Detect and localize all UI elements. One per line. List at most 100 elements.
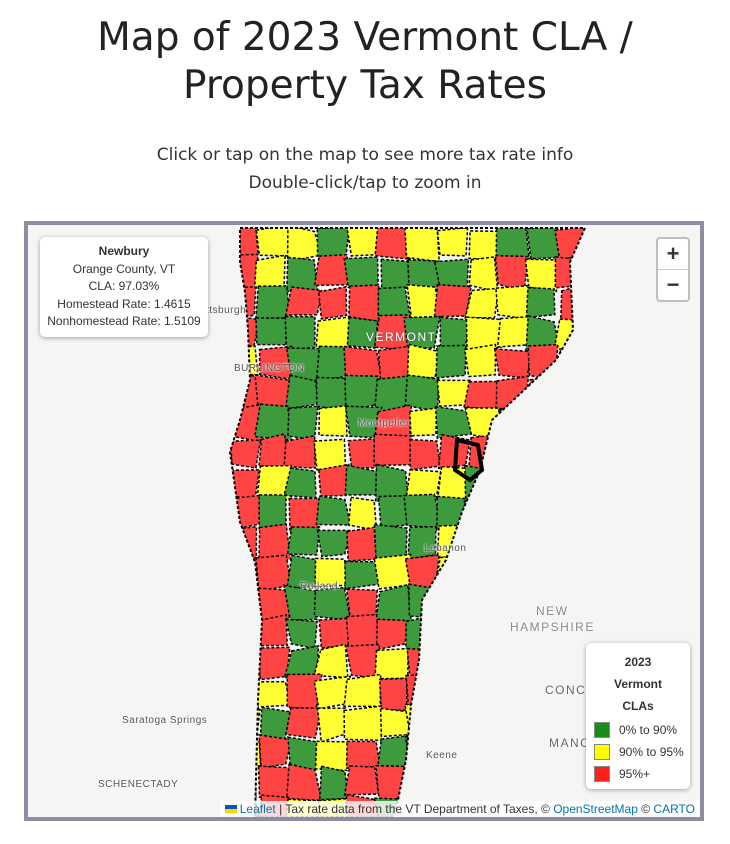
town-polygon[interactable] <box>583 313 616 353</box>
town-polygon[interactable] <box>284 315 316 352</box>
town-polygon[interactable] <box>463 380 501 411</box>
town-polygon[interactable] <box>318 617 353 649</box>
town-polygon[interactable] <box>588 468 619 501</box>
town-polygon[interactable] <box>464 554 500 589</box>
leaflet-link[interactable]: Leaflet <box>239 802 276 816</box>
town-polygon[interactable] <box>225 619 259 653</box>
town-polygon[interactable] <box>524 524 561 563</box>
town-polygon[interactable] <box>527 766 563 797</box>
town-polygon[interactable] <box>554 226 591 261</box>
town-polygon[interactable] <box>253 403 293 441</box>
town-polygon[interactable] <box>374 647 409 680</box>
town-polygon[interactable] <box>403 493 443 529</box>
town-polygon[interactable] <box>377 286 412 321</box>
town-polygon[interactable] <box>467 586 501 622</box>
town-polygon[interactable] <box>253 254 286 290</box>
town-polygon[interactable] <box>258 433 290 472</box>
town-polygon[interactable] <box>586 527 617 562</box>
town-polygon[interactable] <box>287 405 319 441</box>
town-polygon[interactable] <box>464 704 502 741</box>
town-polygon[interactable] <box>556 437 591 473</box>
town-polygon[interactable] <box>588 376 619 407</box>
town-polygon[interactable] <box>525 286 556 319</box>
openstreetmap-link[interactable]: OpenStreetMap <box>553 802 638 816</box>
town-polygon[interactable] <box>559 468 590 499</box>
town-polygon[interactable] <box>496 315 530 348</box>
town-polygon[interactable] <box>284 286 323 316</box>
town-polygon[interactable] <box>560 283 591 323</box>
town-polygon[interactable] <box>255 225 291 257</box>
town-polygon[interactable] <box>404 374 440 413</box>
town-polygon[interactable] <box>524 643 560 681</box>
town-polygon[interactable] <box>375 583 413 623</box>
town-polygon[interactable] <box>494 494 533 533</box>
town-polygon[interactable] <box>227 494 261 531</box>
town-polygon[interactable] <box>434 643 471 683</box>
town-polygon[interactable] <box>465 316 503 352</box>
town-polygon[interactable] <box>403 225 440 263</box>
town-polygon[interactable] <box>523 704 560 737</box>
town-polygon[interactable] <box>258 494 287 533</box>
town-polygon[interactable] <box>464 613 503 651</box>
town-polygon[interactable] <box>255 317 293 346</box>
town-polygon[interactable] <box>523 494 562 532</box>
town-polygon[interactable] <box>257 587 290 621</box>
town-polygon[interactable] <box>317 285 348 320</box>
town-polygon[interactable] <box>529 374 562 409</box>
town-polygon[interactable] <box>348 284 381 323</box>
town-polygon[interactable] <box>347 496 378 532</box>
town-polygon[interactable] <box>436 228 469 257</box>
town-polygon[interactable] <box>433 556 469 593</box>
town-polygon[interactable] <box>316 707 347 743</box>
town-polygon[interactable] <box>526 225 563 260</box>
zoom-in-button[interactable]: + <box>666 241 680 266</box>
town-polygon[interactable] <box>345 740 381 769</box>
selected-town-newbury[interactable] <box>452 437 485 483</box>
town-polygon[interactable] <box>286 554 322 590</box>
town-polygon[interactable] <box>498 408 526 437</box>
town-polygon[interactable] <box>317 463 350 498</box>
town-polygon[interactable] <box>343 705 383 742</box>
town-polygon[interactable] <box>494 254 530 293</box>
town-polygon[interactable] <box>589 350 620 382</box>
town-polygon[interactable] <box>583 225 620 260</box>
town-polygon[interactable] <box>343 673 382 708</box>
town-polygon[interactable] <box>493 646 533 679</box>
town-polygon[interactable] <box>590 406 621 439</box>
town-polygon[interactable] <box>434 676 472 711</box>
town-polygon[interactable] <box>254 374 292 411</box>
town-polygon[interactable] <box>259 706 292 743</box>
town-polygon[interactable] <box>286 526 321 556</box>
town-polygon[interactable] <box>467 646 501 678</box>
town-polygon[interactable] <box>343 345 383 381</box>
town-polygon[interactable] <box>556 524 588 560</box>
carto-link[interactable]: CARTO <box>653 802 695 816</box>
town-polygon[interactable] <box>464 287 500 319</box>
town-polygon[interactable] <box>553 493 590 532</box>
town-polygon[interactable] <box>373 433 413 467</box>
town-polygon[interactable] <box>284 374 321 410</box>
town-polygon[interactable] <box>584 493 619 533</box>
town-polygon[interactable] <box>591 589 622 621</box>
town-polygon[interactable] <box>313 253 352 287</box>
town-polygon[interactable] <box>283 584 318 621</box>
town-polygon[interactable] <box>433 283 472 318</box>
town-polygon[interactable] <box>225 645 259 681</box>
town-polygon[interactable] <box>225 314 261 348</box>
town-polygon[interactable] <box>376 734 413 770</box>
town-polygon[interactable] <box>495 375 530 410</box>
town-polygon[interactable] <box>495 673 530 711</box>
town-polygon[interactable] <box>591 436 618 470</box>
town-polygon[interactable] <box>558 348 589 381</box>
town-polygon[interactable] <box>227 676 261 708</box>
town-polygon[interactable] <box>403 315 441 350</box>
town-polygon[interactable] <box>468 256 499 293</box>
town-polygon[interactable] <box>316 529 352 558</box>
town-polygon[interactable] <box>377 345 412 381</box>
town-polygon[interactable] <box>497 464 532 503</box>
town-polygon[interactable] <box>254 680 292 709</box>
town-polygon[interactable] <box>258 733 293 769</box>
town-polygon[interactable] <box>409 766 443 800</box>
town-polygon[interactable] <box>465 766 502 803</box>
town-polygon[interactable] <box>285 707 322 739</box>
